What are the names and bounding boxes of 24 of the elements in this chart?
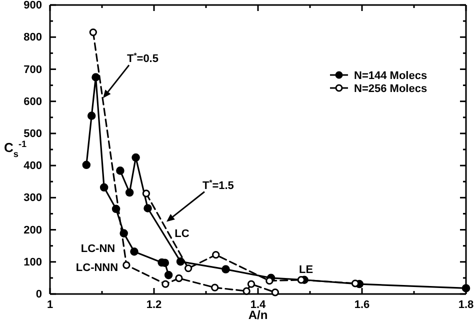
legend-label: N=144 Molecs bbox=[354, 70, 428, 82]
y-tick-label: 100 bbox=[24, 256, 42, 268]
y-tick-label: 400 bbox=[24, 160, 42, 172]
y-tick-label: 600 bbox=[24, 96, 42, 108]
annotation: T$^{*}$=1.5 bbox=[202, 177, 234, 192]
annotation: LC-NN bbox=[80, 243, 116, 255]
x-tick-label: 1.8 bbox=[458, 298, 474, 311]
y-tick-label: 200 bbox=[24, 224, 42, 236]
y-tick-label: 300 bbox=[24, 192, 42, 204]
y-tick-label: 700 bbox=[24, 64, 42, 76]
annotation: LE bbox=[298, 264, 314, 276]
x-tick-label: 1 bbox=[46, 298, 54, 311]
annotation: LC-NNN bbox=[76, 262, 118, 274]
y-tick-label: 900 bbox=[24, 0, 42, 12]
annotation: LC bbox=[174, 228, 190, 240]
legend-label: N=256 Molecs bbox=[354, 83, 428, 95]
x-tick-label: 1.4 bbox=[250, 298, 267, 311]
x-tick-label: 1.6 bbox=[354, 298, 370, 311]
annotation: T$^{*}$=0.5 bbox=[127, 50, 158, 66]
x-axis-title: A/n bbox=[248, 308, 268, 320]
y-tick-label: 0 bbox=[36, 288, 42, 301]
x-tick-label: 1.2 bbox=[146, 298, 162, 311]
y-tick-label: 500 bbox=[24, 128, 42, 140]
y-tick-label: 800 bbox=[24, 32, 42, 44]
